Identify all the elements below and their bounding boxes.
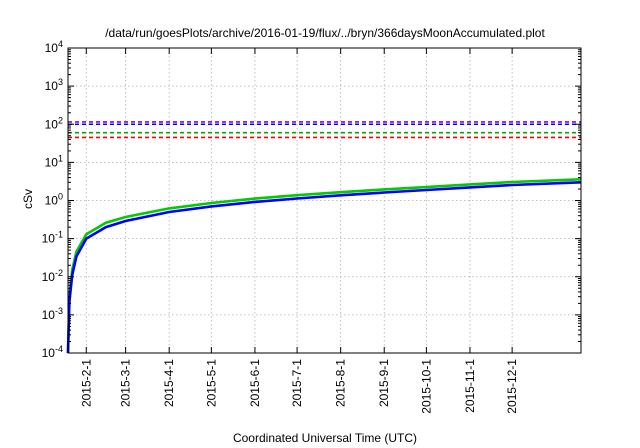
series-lines [66, 178, 582, 354]
y-tick-label: 10-2 [42, 268, 63, 284]
x-tick-label: 2015-5-1 [204, 359, 218, 407]
x-tick-label: 2015-7-1 [290, 359, 304, 407]
x-tick-label: 2015-9-1 [377, 359, 391, 407]
y-tick-label: 104 [45, 39, 63, 55]
y-tick-label: 10-1 [42, 230, 63, 246]
y-tick-label: 10-4 [42, 344, 63, 360]
x-tick-label: 2015-3-1 [119, 359, 133, 407]
y-axis-label: cSv [21, 189, 35, 209]
y-tick-label: 100 [45, 192, 63, 208]
x-tick-label: 2015-6-1 [248, 359, 262, 407]
y-tick-label: 101 [45, 153, 63, 169]
y-tick-label: 102 [45, 115, 63, 131]
series-line [66, 178, 582, 354]
y-tick-label: 103 [45, 77, 63, 93]
grid-lines [68, 48, 581, 353]
x-tick-label: 2015-8-1 [334, 359, 348, 407]
chart-title: /data/run/goesPlots/archive/2016-01-19/f… [105, 26, 545, 40]
series-line [66, 181, 582, 354]
x-axis-label: Coordinated Universal Time (UTC) [233, 431, 417, 445]
y-tick-label: 10-3 [42, 306, 63, 322]
axis-ticks: 10-4 10-3 10-2 10-1 100 101 102 103 104 2015-2-1 2… [42, 39, 581, 414]
x-tick-label: 2015-10-1 [419, 359, 433, 414]
x-tick-label: 2015-11-1 [463, 359, 477, 413]
x-tick-label: 2015-4-1 [162, 359, 176, 407]
x-tick-label: 2015-12-1 [505, 359, 519, 414]
x-tick-label: 2015-2-1 [79, 359, 93, 407]
reference-lines [68, 121, 581, 139]
